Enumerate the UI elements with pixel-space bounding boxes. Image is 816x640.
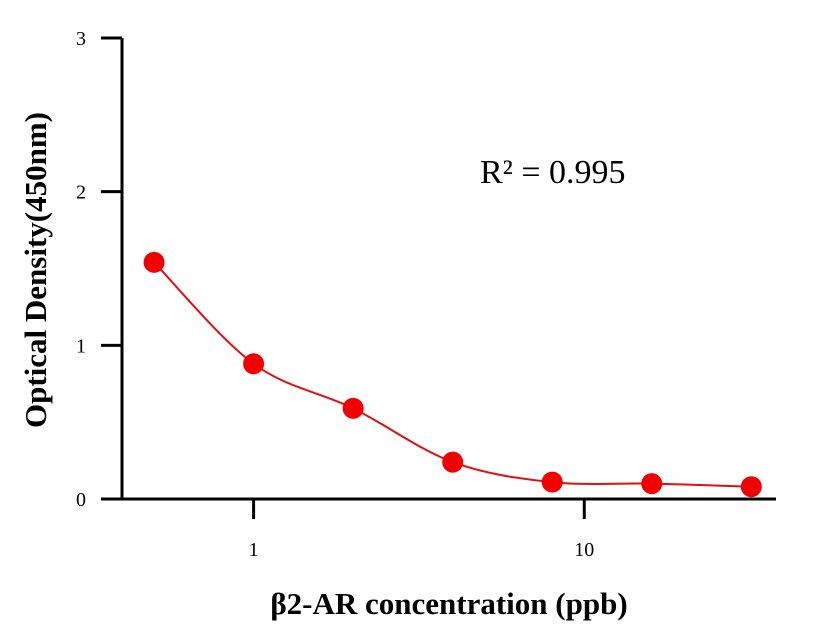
data-point	[740, 476, 762, 498]
x-tick-label: 10	[574, 539, 594, 561]
x-tick-label: 1	[249, 539, 259, 561]
y-tick-label: 2	[76, 182, 86, 204]
y-tick-label: 0	[76, 489, 86, 511]
axes: 0 1 2 3 1 10	[76, 28, 776, 561]
data-point	[143, 251, 165, 273]
y-tick-label: 1	[76, 335, 86, 357]
x-axis-label: β2-AR concentration (ppb)	[270, 586, 627, 621]
data-point	[243, 353, 265, 375]
data-points	[143, 251, 762, 498]
data-point	[442, 451, 464, 473]
data-point	[541, 471, 563, 493]
data-point	[641, 473, 663, 495]
y-tick-label: 3	[76, 28, 86, 50]
data-point	[342, 397, 364, 419]
y-axis-label: Optical Density(450nm)	[18, 112, 53, 428]
r-squared-annotation: R² = 0.995	[480, 154, 626, 191]
